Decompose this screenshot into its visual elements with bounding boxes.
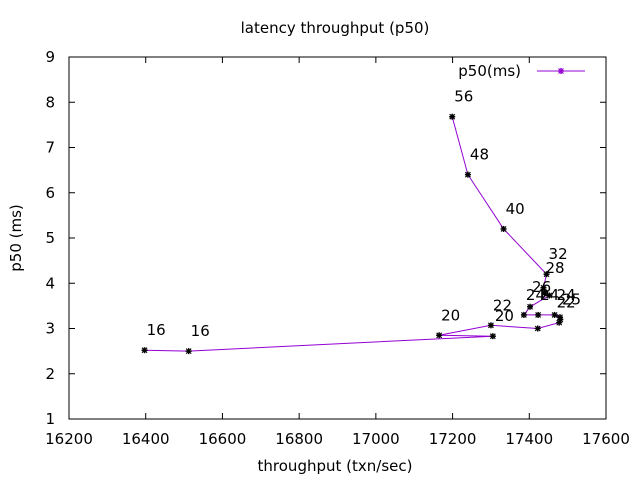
x-tick-label: 16800 <box>275 430 323 448</box>
y-tick-label: 2 <box>45 365 55 383</box>
axis-ticks <box>68 56 607 420</box>
x-axis-title: throughput (txn/sec) <box>258 457 413 475</box>
data-point <box>520 311 527 318</box>
y-tick-label: 5 <box>45 229 55 247</box>
y-tick-label: 3 <box>45 320 55 338</box>
data-point <box>500 225 507 232</box>
legend: p50(ms) <box>458 62 585 80</box>
y-tick-label: 1 <box>45 410 55 428</box>
point-label: 24 <box>557 286 576 304</box>
data-point <box>543 271 550 278</box>
y-tick-labels: 1 2 3 4 5 6 7 8 9 <box>45 48 55 428</box>
x-tick-label: 16400 <box>122 430 170 448</box>
x-tick-labels: 16200 16400 16600 16800 17000 17200 17400 17600 <box>45 430 630 448</box>
y-axis-title: p50 (ms) <box>7 204 25 272</box>
data-point <box>487 322 494 329</box>
y-tick-label: 4 <box>45 274 55 292</box>
x-tick-label: 17200 <box>429 430 477 448</box>
legend-label: p50(ms) <box>458 62 521 80</box>
plot-area-frame <box>68 56 607 420</box>
x-tick-label: 17000 <box>352 430 400 448</box>
point-label: 24 <box>540 286 559 304</box>
point-label: 40 <box>506 200 525 218</box>
point-label: 24 <box>526 286 545 304</box>
point-label: 48 <box>470 146 489 164</box>
y-tick-label: 7 <box>45 139 55 157</box>
series-layer <box>141 113 564 355</box>
point-label: 16 <box>191 322 210 340</box>
point-label: 20 <box>441 306 460 324</box>
data-point <box>185 348 192 355</box>
data-point <box>551 311 558 318</box>
data-point <box>540 284 547 291</box>
x-tick-label: 16600 <box>199 430 247 448</box>
data-point <box>436 332 443 339</box>
x-tick-label: 17600 <box>582 430 630 448</box>
data-point <box>535 311 542 318</box>
data-point <box>464 171 471 178</box>
point-label: 56 <box>454 88 473 106</box>
point-label: 26 <box>532 278 551 296</box>
x-tick-label: 17400 <box>505 430 553 448</box>
data-point <box>556 314 563 321</box>
point-label: 32 <box>549 245 568 263</box>
x-tick-label: 16200 <box>45 430 93 448</box>
data-point <box>141 347 148 354</box>
data-point <box>541 290 548 297</box>
data-point <box>558 68 564 74</box>
data-point <box>489 333 496 340</box>
y-tick-label: 9 <box>45 48 55 66</box>
point-label: 16 <box>147 321 166 339</box>
y-tick-label: 6 <box>45 184 55 202</box>
point-label: 28 <box>545 259 564 277</box>
point-label: 25 <box>562 290 581 308</box>
point-label: 20 <box>495 307 514 325</box>
point-label: 22 <box>557 294 576 312</box>
point-label: 22 <box>493 296 512 314</box>
legend-marker <box>558 68 564 74</box>
data-point <box>527 303 534 310</box>
data-point <box>534 325 541 332</box>
chart-title: latency throughput (p50) <box>241 19 430 37</box>
data-point <box>449 113 456 120</box>
y-tick-label: 8 <box>45 93 55 111</box>
